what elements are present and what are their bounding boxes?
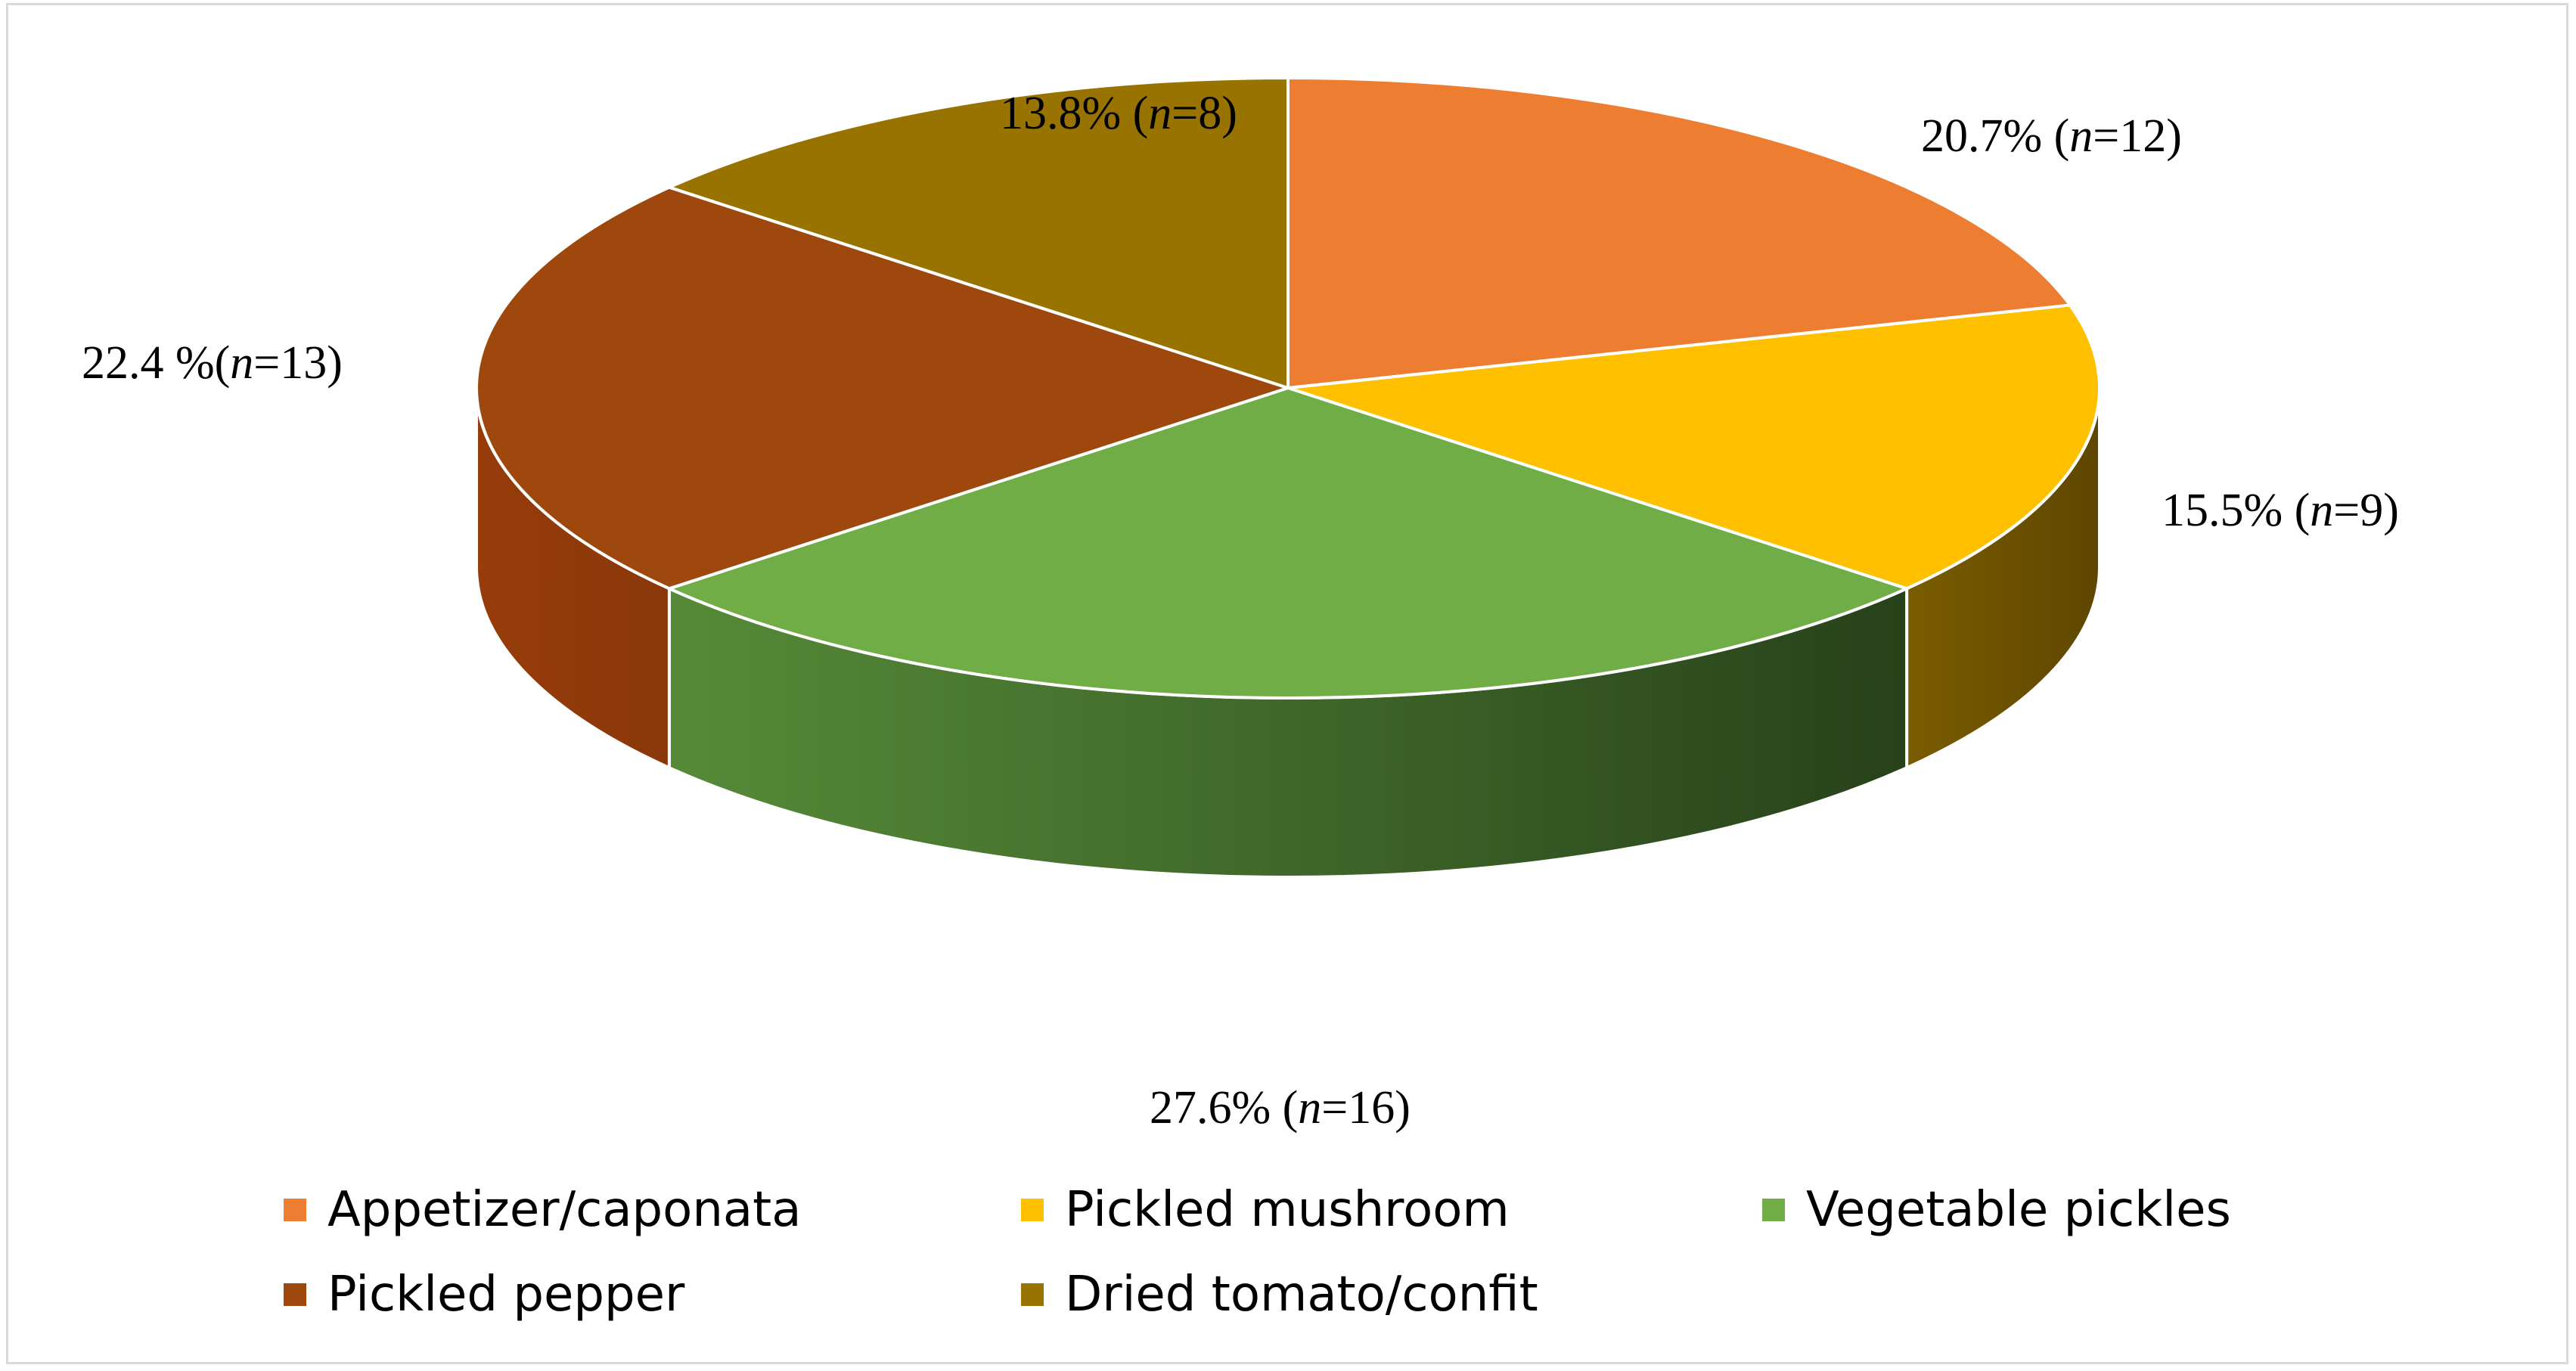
data-label-dried-tomato: 13.8% (n=8) bbox=[1000, 88, 1237, 139]
legend-label: Pickled mushroom bbox=[1065, 1182, 1510, 1238]
legend-item-dried-tomato: Dried tomato/confit bbox=[1021, 1267, 1538, 1323]
legend-label: Appetizer/caponata bbox=[327, 1182, 802, 1238]
legend-swatch bbox=[284, 1283, 306, 1306]
legend-swatch bbox=[284, 1199, 306, 1221]
legend-item-pickled-pepper: Pickled pepper bbox=[284, 1267, 685, 1323]
legend: Appetizer/caponata Pickled mushroom Vege… bbox=[0, 1168, 2576, 1350]
data-label-vegetable-pickles: 27.6% (n=16) bbox=[1150, 1082, 1411, 1134]
pie-slice-pickled-mushroom bbox=[1286, 303, 2101, 591]
legend-swatch bbox=[1762, 1199, 1785, 1221]
data-label-appetizer: 20.7% (n=12) bbox=[1921, 110, 2182, 162]
data-label-pickled-mushroom: 15.5% (n=9) bbox=[2162, 485, 2399, 536]
pie-slice-dried-tomato bbox=[667, 76, 1290, 389]
legend-label: Vegetable pickles bbox=[1806, 1182, 2231, 1238]
pie-slice-appetizer bbox=[1286, 76, 2072, 389]
legend-label: Pickled pepper bbox=[327, 1267, 685, 1323]
legend-label: Dried tomato/confit bbox=[1065, 1267, 1538, 1323]
legend-swatch bbox=[1021, 1283, 1044, 1306]
legend-swatch bbox=[1021, 1199, 1044, 1221]
pie-slice-vegetable-pickles bbox=[667, 386, 1909, 699]
pie-slice-pickled-pepper bbox=[475, 185, 1290, 591]
legend-item-vegetable-pickles: Vegetable pickles bbox=[1762, 1182, 2231, 1238]
legend-item-appetizer: Appetizer/caponata bbox=[284, 1182, 802, 1238]
legend-item-pickled-mushroom: Pickled mushroom bbox=[1021, 1182, 1510, 1238]
data-label-pickled-pepper: 22.4 %(n=13) bbox=[82, 337, 343, 389]
